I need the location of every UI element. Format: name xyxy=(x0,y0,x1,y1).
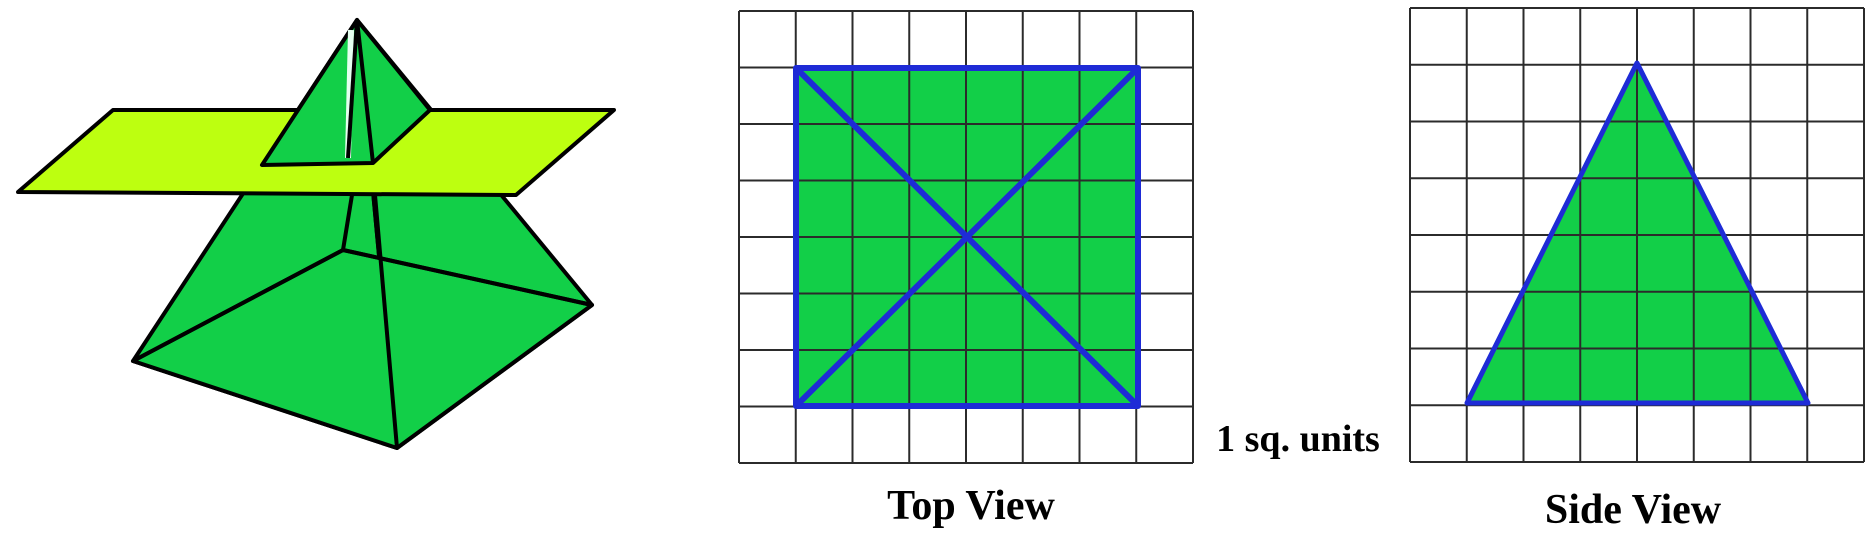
pyramid-front-edge-upper xyxy=(355,19,375,164)
top-view-diagonal-2 xyxy=(793,65,1141,409)
top-view-square-outline xyxy=(793,65,1141,409)
unit-label: 1 sq. units xyxy=(1216,418,1380,460)
side-view-panel: Side View xyxy=(1409,7,1865,533)
pyramid-back-edge-upper xyxy=(346,19,359,159)
pyramid-3d-figure xyxy=(16,18,616,450)
pyramid-base-right-edge xyxy=(342,248,593,307)
side-view-label: Side View xyxy=(1545,487,1722,533)
pyramid-back-edge-lower xyxy=(341,194,354,251)
side-view-triangle-outline xyxy=(1464,60,1811,406)
pyramid-base-left-edge xyxy=(132,248,344,363)
top-view-panel: Top View xyxy=(738,10,1194,529)
top-view-label: Top View xyxy=(887,483,1055,529)
pyramid-front-edge-lower xyxy=(373,194,399,449)
